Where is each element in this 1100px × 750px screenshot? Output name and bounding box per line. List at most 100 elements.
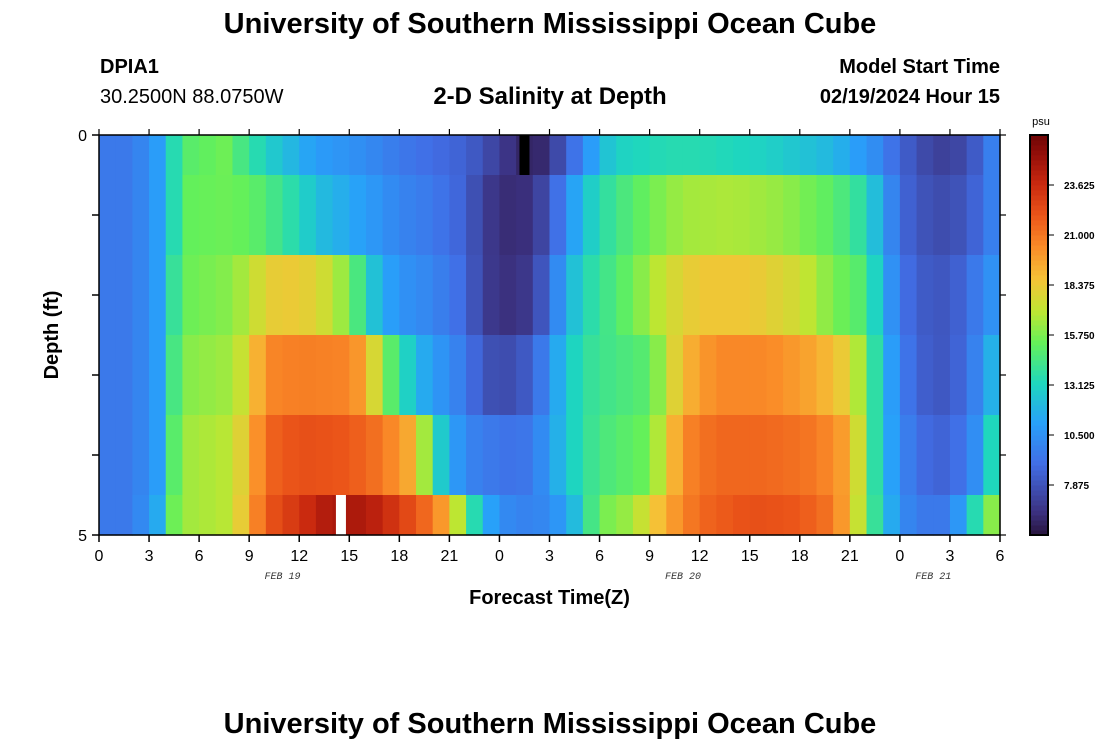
- heatmap-cell: [449, 335, 467, 416]
- heatmap-cell: [265, 335, 284, 416]
- heatmap-cell: [916, 335, 934, 416]
- colorbar-tick-label: 7.875: [1064, 481, 1089, 492]
- heatmap-cell: [365, 135, 384, 176]
- heatmap-cell: [783, 335, 801, 416]
- heatmap-cell: [532, 415, 551, 496]
- heatmap-cell: [332, 335, 350, 416]
- colorbar-swatch: [1030, 475, 1048, 481]
- y-axis-label: Depth (ft): [41, 291, 63, 380]
- heatmap-cell: [115, 335, 133, 416]
- heatmap-cell: [566, 135, 584, 176]
- heatmap-cell: [299, 335, 317, 416]
- heatmap-cell: [933, 135, 951, 176]
- colorbar-swatch: [1030, 380, 1048, 386]
- heatmap-cell: [749, 175, 768, 256]
- colorbar-swatch: [1030, 295, 1048, 301]
- heatmap-cell: [933, 415, 951, 496]
- x-tick-label: 21: [440, 548, 458, 565]
- station-coords: 30.2500N 88.0750W: [100, 86, 284, 108]
- heatmap-cell: [966, 495, 984, 536]
- colorbar-swatch: [1030, 165, 1048, 171]
- x-tick-label: 9: [645, 548, 654, 565]
- heatmap-cell: [382, 415, 400, 496]
- heatmap-cell: [983, 335, 1001, 416]
- heatmap-cell: [349, 495, 367, 536]
- heatmap-cell: [532, 175, 551, 256]
- x-tick-label: 15: [340, 548, 358, 565]
- colorbar-swatch: [1030, 510, 1048, 516]
- heatmap-cell: [332, 255, 350, 336]
- heatmap-cell: [582, 175, 601, 256]
- heatmap-cell: [582, 255, 601, 336]
- colorbar-swatch: [1030, 185, 1048, 191]
- colorbar-swatch: [1030, 400, 1048, 406]
- heatmap-cell: [916, 415, 934, 496]
- heatmap-cell: [566, 335, 584, 416]
- heatmap-cell: [282, 175, 300, 256]
- heatmap-cell: [766, 255, 784, 336]
- colorbar-swatch: [1030, 440, 1048, 446]
- heatmap-cell: [866, 335, 884, 416]
- heatmap-cell: [649, 175, 667, 256]
- heatmap-cell: [899, 255, 918, 336]
- colorbar-swatch: [1030, 375, 1048, 381]
- heatmap-cell: [866, 175, 884, 256]
- heatmap-cell: [816, 495, 834, 536]
- heatmap-cell: [899, 175, 918, 256]
- colorbar-swatch: [1030, 355, 1048, 361]
- heatmap-cell: [182, 135, 200, 176]
- heatmap-cell: [716, 495, 734, 536]
- heatmap-cell: [616, 175, 634, 256]
- heatmap-cell: [699, 175, 717, 256]
- colorbar-swatch: [1030, 150, 1048, 156]
- colorbar-swatch: [1030, 410, 1048, 416]
- heatmap-cell: [382, 175, 400, 256]
- heatmap-cell: [115, 255, 133, 336]
- heatmap-cell: [132, 415, 150, 496]
- heatmap-cell: [499, 255, 517, 336]
- colorbar-swatch: [1030, 490, 1048, 496]
- colorbar-swatch: [1030, 485, 1048, 491]
- heatmap-cell: [866, 135, 884, 176]
- colorbar-swatch: [1030, 515, 1048, 521]
- heatmap-cell: [833, 255, 851, 336]
- heatmap-cell: [682, 495, 701, 536]
- heatmap-cell: [849, 135, 868, 176]
- heatmap-cell: [516, 335, 534, 416]
- heatmap-cell: [165, 135, 184, 176]
- heatmap-cell: [816, 135, 834, 176]
- heatmap-cell: [582, 335, 601, 416]
- colorbar-tick-label: 18.375: [1064, 281, 1095, 292]
- colorbar-swatch: [1030, 280, 1048, 286]
- colorbar-swatch: [1030, 305, 1048, 311]
- missing-data-cell: [335, 495, 346, 535]
- heatmap-cell: [115, 175, 133, 256]
- heatmap-cell: [549, 135, 567, 176]
- heatmap-cell: [749, 495, 768, 536]
- heatmap-cell: [666, 175, 684, 256]
- colorbar-swatch: [1030, 170, 1048, 176]
- heatmap-cell: [265, 495, 284, 536]
- x-tick-label: 18: [791, 548, 809, 565]
- heatmap-cell: [549, 415, 567, 496]
- heatmap-cell: [682, 175, 701, 256]
- heatmap-cell: [766, 415, 784, 496]
- heatmap-cell: [532, 255, 551, 336]
- heatmap-cell: [883, 255, 901, 336]
- colorbar-swatch: [1030, 520, 1048, 526]
- heatmap-cell: [115, 495, 133, 536]
- colorbar-swatch: [1030, 370, 1048, 376]
- heatmap-cell: [149, 175, 167, 256]
- heatmap-cell: [799, 255, 818, 336]
- heatmap-cell: [249, 135, 267, 176]
- heatmap-cell: [933, 495, 951, 536]
- heatmap-cell: [866, 495, 884, 536]
- heatmap-cell: [182, 495, 200, 536]
- heatmap-cell: [766, 335, 784, 416]
- heatmap-cell: [783, 135, 801, 176]
- colorbar-swatch: [1030, 290, 1048, 296]
- heatmap-cell: [399, 495, 417, 536]
- colorbar-swatch: [1030, 450, 1048, 456]
- heatmap-cell: [933, 175, 951, 256]
- heatmap-cell: [466, 335, 484, 416]
